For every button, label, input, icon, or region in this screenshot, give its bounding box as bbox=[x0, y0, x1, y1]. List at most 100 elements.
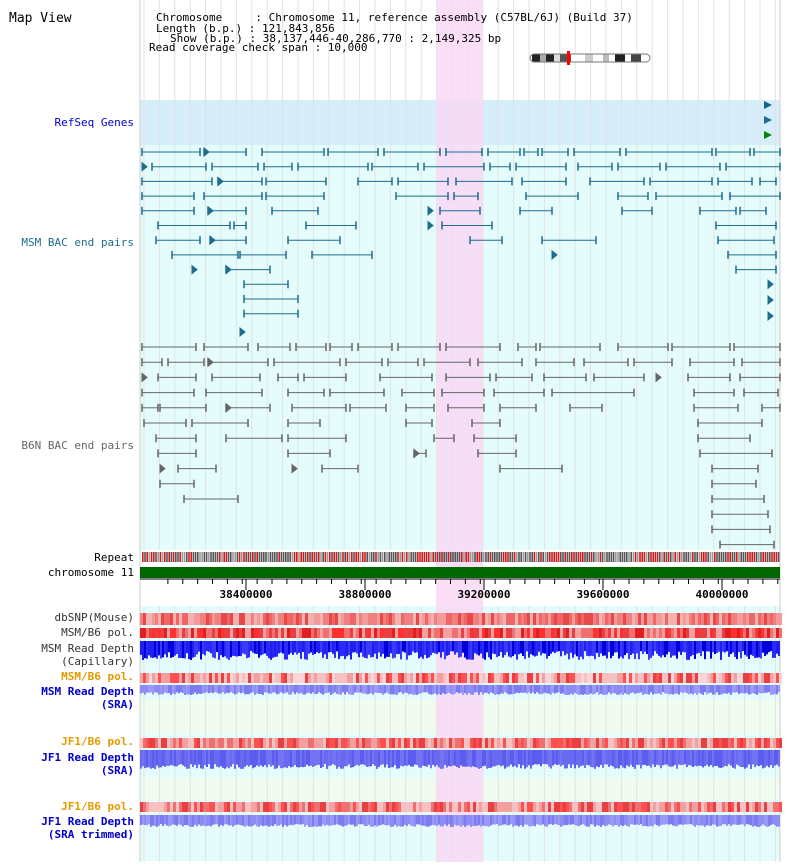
b6n-bac-pair[interactable] bbox=[203, 343, 249, 351]
msm-bac-pair[interactable] bbox=[243, 280, 289, 289]
bac-end-marker[interactable] bbox=[767, 279, 774, 290]
b6n-bac-pair[interactable] bbox=[167, 358, 205, 367]
bac-end-marker[interactable] bbox=[141, 372, 148, 383]
bac-end-marker[interactable] bbox=[141, 161, 148, 172]
msm-bac-pair[interactable] bbox=[265, 192, 325, 201]
b6n-bac-pair[interactable] bbox=[617, 343, 669, 351]
bac-end-marker[interactable] bbox=[225, 264, 232, 275]
msm-bac-pair[interactable] bbox=[297, 162, 369, 171]
msm-bac-pair[interactable] bbox=[155, 236, 201, 245]
msm-bac-pair[interactable] bbox=[577, 162, 613, 171]
msm-bac-pair[interactable] bbox=[541, 236, 597, 245]
b6n-bac-pair[interactable] bbox=[405, 419, 433, 427]
msm-bac-pair[interactable] bbox=[453, 192, 479, 201]
b6n-bac-pair[interactable] bbox=[257, 343, 291, 351]
msm-bac-pair[interactable] bbox=[489, 162, 511, 171]
msm-depth-sra-label[interactable]: MSM Read Depth bbox=[41, 685, 134, 698]
msm-depth-capillary-label[interactable]: MSM Read Depth bbox=[41, 642, 134, 655]
msm-bac-pair[interactable] bbox=[423, 162, 485, 171]
msm-bac-pair[interactable] bbox=[141, 206, 195, 215]
b6n-bac-pair[interactable] bbox=[741, 358, 781, 367]
bac-end-marker[interactable] bbox=[203, 146, 210, 158]
msm-bac-pair[interactable] bbox=[271, 206, 319, 215]
b6n-bac-pair[interactable] bbox=[499, 464, 563, 473]
b6n-bac-pair[interactable] bbox=[345, 358, 383, 367]
msm-bac-pair[interactable] bbox=[541, 148, 569, 156]
msm-bac-pair[interactable] bbox=[239, 250, 287, 259]
msm-bac-pair[interactable] bbox=[589, 177, 645, 186]
b6n-bac-pair[interactable] bbox=[287, 388, 325, 397]
b6n-bac-pair[interactable] bbox=[295, 343, 327, 351]
msm-bac-pair[interactable] bbox=[725, 162, 781, 171]
b6n-bac-pair[interactable] bbox=[535, 358, 575, 367]
b6n-bac-pair[interactable] bbox=[191, 419, 249, 427]
msm-bac-pair[interactable] bbox=[263, 162, 293, 171]
msm-bac-pair[interactable] bbox=[521, 177, 567, 186]
msm-bac-pair[interactable] bbox=[203, 192, 263, 201]
msm-bac-pair[interactable] bbox=[715, 221, 777, 230]
b6n-bac-pair[interactable] bbox=[205, 388, 263, 397]
b6n-bac-pair[interactable] bbox=[719, 540, 775, 549]
b6n-bac-pair[interactable] bbox=[539, 343, 601, 351]
b6n-bac-pair[interactable] bbox=[445, 343, 501, 351]
msm-bac-pair[interactable] bbox=[523, 148, 539, 156]
b6n-bac-pair[interactable] bbox=[477, 358, 523, 367]
refseq-gene-marker[interactable] bbox=[764, 131, 772, 139]
b6n-bac-pair[interactable] bbox=[423, 358, 471, 367]
bac-end-marker[interactable] bbox=[767, 294, 774, 306]
msm-bac-pair[interactable] bbox=[141, 177, 213, 186]
msm-bac-pair[interactable] bbox=[141, 148, 201, 156]
msm-bac-pair[interactable] bbox=[151, 162, 207, 171]
msm-bac-pair[interactable] bbox=[157, 221, 231, 230]
b6n-bac-pair[interactable] bbox=[277, 373, 299, 382]
bac-end-marker[interactable] bbox=[217, 176, 224, 187]
b6n-bac-pair[interactable] bbox=[287, 434, 347, 443]
b6n-bac-pair[interactable] bbox=[141, 388, 195, 397]
b6n-bac-pair[interactable] bbox=[697, 419, 763, 427]
msm-bac-pair[interactable] bbox=[515, 162, 567, 171]
b6n-bac-pair[interactable] bbox=[711, 510, 769, 519]
b6n-bac-pair[interactable] bbox=[291, 403, 347, 412]
b6n-bac-pair[interactable] bbox=[711, 464, 759, 473]
msm-bac-pair[interactable] bbox=[371, 162, 419, 171]
msm-bac-pair[interactable] bbox=[445, 148, 483, 156]
bac-end-marker[interactable] bbox=[427, 205, 434, 216]
b6n-bac-pair[interactable] bbox=[569, 403, 603, 412]
msm-bac-pair[interactable] bbox=[649, 177, 713, 186]
bac-end-marker[interactable] bbox=[291, 463, 298, 474]
bac-end-marker[interactable] bbox=[191, 264, 198, 275]
msm-bac-pair[interactable] bbox=[717, 236, 775, 245]
msm-bac-pair[interactable] bbox=[397, 177, 449, 186]
b6n-bac-pair[interactable] bbox=[499, 403, 537, 412]
msm-bac-pair[interactable] bbox=[715, 148, 751, 156]
msm-bac-pair[interactable] bbox=[141, 192, 195, 201]
msm-bac-pair[interactable] bbox=[487, 148, 521, 156]
msm-bac-pair[interactable] bbox=[265, 177, 327, 186]
msm-bac-pair[interactable] bbox=[727, 250, 777, 259]
b6n-bac-pair[interactable] bbox=[633, 358, 673, 367]
b6n-bac-pair[interactable] bbox=[143, 419, 187, 427]
b6n-bac-pair[interactable] bbox=[493, 388, 545, 397]
refseq-gene-marker[interactable] bbox=[764, 116, 772, 124]
msm-bac-pair[interactable] bbox=[717, 177, 753, 186]
b6n-bac-pair[interactable] bbox=[761, 403, 781, 412]
b6n-bac-pair[interactable] bbox=[593, 373, 645, 382]
b6n-bac-pair[interactable] bbox=[159, 403, 207, 412]
msm-bac-pair[interactable] bbox=[439, 206, 481, 215]
b6n-bac-pair[interactable] bbox=[471, 419, 501, 427]
b6n-bac-pair[interactable] bbox=[155, 434, 197, 443]
jf1-depth-sra-label[interactable]: JF1 Read Depth bbox=[41, 751, 134, 764]
b6n-bac-pair[interactable] bbox=[387, 358, 419, 367]
b6n-bac-pair[interactable] bbox=[401, 388, 435, 397]
msm-bac-pair[interactable] bbox=[759, 177, 777, 186]
b6n-bac-pair[interactable] bbox=[157, 373, 197, 382]
msm-bac-pair[interactable] bbox=[311, 250, 373, 259]
b6n-bac-pair[interactable] bbox=[405, 403, 435, 412]
msm-bac-pair[interactable] bbox=[735, 265, 777, 274]
b6n-bac-pair[interactable] bbox=[141, 403, 159, 412]
msm-bac-pair[interactable] bbox=[655, 192, 723, 201]
b6n-bac-pair[interactable] bbox=[697, 434, 751, 443]
msm-bac-pair[interactable] bbox=[469, 236, 503, 245]
b6n-bac-pair[interactable] bbox=[273, 358, 341, 367]
b6n-bac-pair[interactable] bbox=[689, 358, 735, 367]
